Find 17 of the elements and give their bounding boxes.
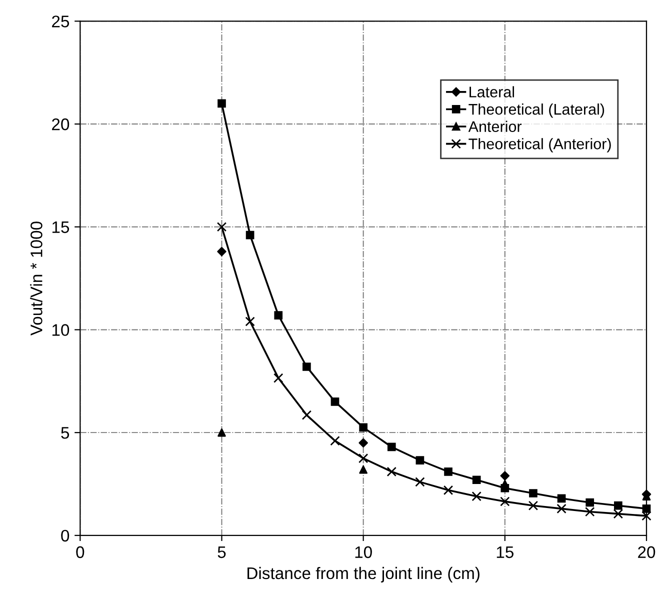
y-tick-label: 20 — [52, 118, 70, 130]
legend-label: Theoretical (Lateral) — [468, 104, 604, 118]
x-axis-title: Distance from the joint line (cm) — [248, 566, 480, 582]
x-tick-label: 5 — [218, 546, 226, 558]
legend-label: Lateral — [470, 86, 514, 98]
y-tick-label: 10 — [52, 324, 70, 336]
x-tick-label: 20 — [638, 546, 656, 558]
x-tick-label: 0 — [76, 546, 84, 558]
x-tick-label: 10 — [355, 546, 372, 558]
y-tick-label: 25 — [52, 16, 70, 28]
y-tick-label: 0 — [61, 530, 70, 542]
y-tick-label: 15 — [52, 221, 70, 234]
legend-label: Theoretical (Anterior) — [468, 138, 611, 152]
y-axis-title: Vout/Vin * 1000 — [30, 222, 42, 336]
y-tick-label: 5 — [61, 427, 70, 439]
x-tick-label: 15 — [496, 546, 514, 558]
legend-label: Anterior — [468, 120, 522, 132]
